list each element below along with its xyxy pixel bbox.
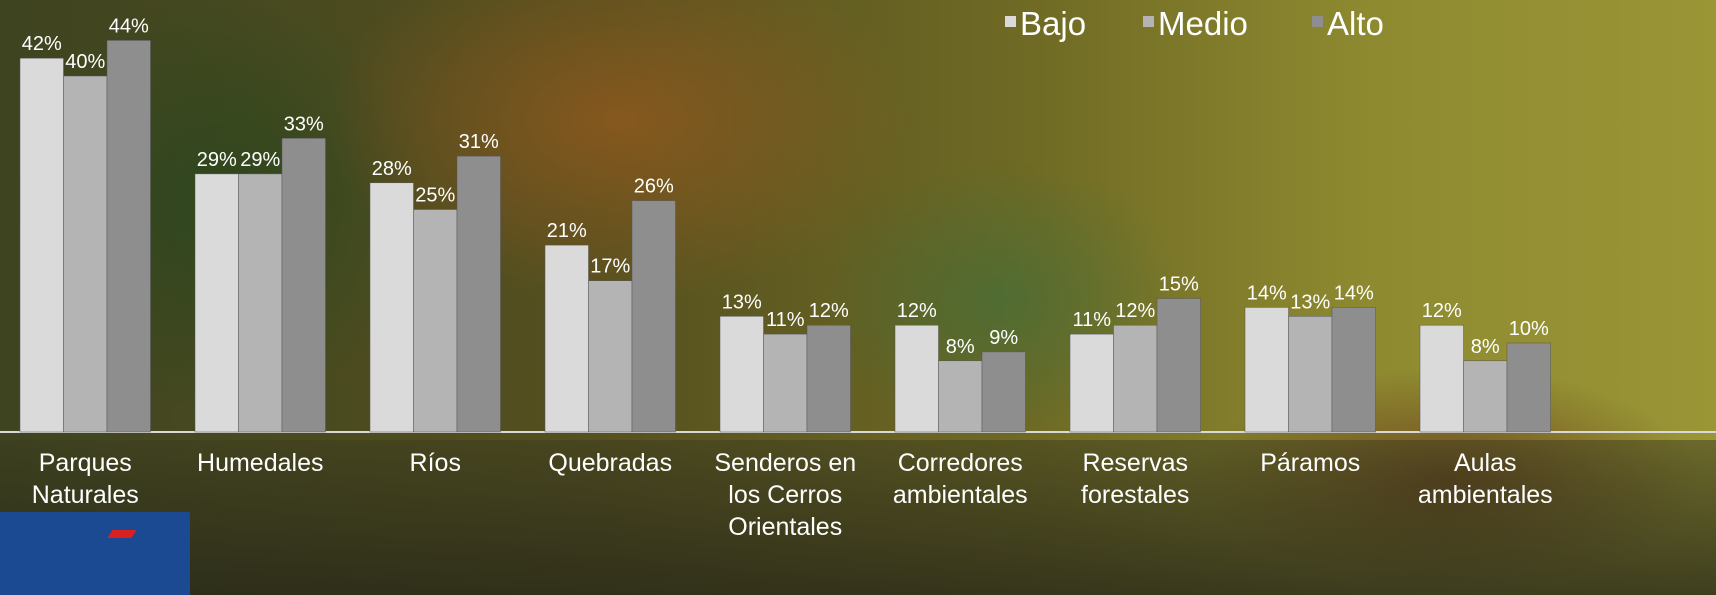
x-tick-label: Reservas forestales bbox=[1081, 449, 1190, 509]
bar bbox=[938, 360, 983, 433]
bar bbox=[1244, 307, 1289, 433]
bar bbox=[456, 155, 501, 433]
bar bbox=[981, 351, 1026, 433]
value-label: 12% bbox=[809, 300, 849, 322]
bar bbox=[1113, 324, 1158, 433]
background-floor bbox=[0, 440, 1716, 595]
value-label: 29% bbox=[197, 149, 237, 171]
bar bbox=[413, 209, 458, 433]
bar bbox=[1331, 307, 1376, 433]
bar bbox=[194, 173, 239, 433]
bar bbox=[806, 324, 851, 433]
bar bbox=[63, 75, 108, 433]
value-label: 13% bbox=[722, 291, 762, 313]
bar bbox=[1069, 333, 1114, 433]
value-label: 8% bbox=[1471, 336, 1500, 358]
x-tick-label: Parques Naturales bbox=[31, 449, 139, 509]
value-label: 21% bbox=[547, 220, 587, 242]
bar bbox=[1156, 298, 1201, 433]
legend-swatch bbox=[1312, 16, 1323, 27]
x-tick-label: Páramos bbox=[1260, 449, 1361, 477]
value-label: 33% bbox=[284, 113, 324, 135]
value-label: 13% bbox=[1290, 291, 1330, 313]
value-label: 28% bbox=[372, 158, 412, 180]
bar bbox=[719, 316, 764, 433]
x-tick-label: Senderos en los Cerros Orientales bbox=[714, 449, 857, 541]
value-label: 11% bbox=[1072, 309, 1111, 331]
x-tick-label: Humedales bbox=[197, 449, 324, 477]
bar bbox=[588, 280, 633, 433]
legend-swatch bbox=[1143, 16, 1154, 27]
bar bbox=[763, 333, 808, 433]
x-tick-label: Quebradas bbox=[548, 449, 673, 477]
bar bbox=[19, 57, 64, 433]
bar bbox=[894, 324, 939, 433]
value-label: 29% bbox=[240, 149, 280, 171]
bar bbox=[1506, 342, 1551, 433]
value-label: 9% bbox=[989, 327, 1018, 349]
value-label: 40% bbox=[65, 51, 105, 73]
value-label: 14% bbox=[1247, 282, 1287, 304]
value-label: 42% bbox=[22, 33, 62, 55]
value-label: 25% bbox=[415, 185, 455, 207]
legend-label: Bajo bbox=[1020, 5, 1086, 42]
legend-label: Alto bbox=[1327, 5, 1384, 42]
x-tick-label: Corredores ambientales bbox=[892, 449, 1028, 509]
x-tick-label: Aulas ambientales bbox=[1417, 449, 1553, 509]
x-tick-label: Ríos bbox=[409, 449, 461, 477]
value-label: 10% bbox=[1509, 318, 1549, 340]
legend-label: Medio bbox=[1158, 5, 1248, 42]
value-label: 31% bbox=[459, 131, 499, 153]
legend-swatch bbox=[1005, 16, 1016, 27]
value-label: 12% bbox=[1115, 300, 1155, 322]
bar bbox=[1288, 316, 1333, 433]
value-label: 12% bbox=[1422, 300, 1462, 322]
bar bbox=[1419, 324, 1464, 433]
value-label: 11% bbox=[766, 309, 805, 331]
logo-box bbox=[0, 512, 190, 595]
value-label: 44% bbox=[109, 15, 149, 37]
value-label: 12% bbox=[897, 300, 937, 322]
bar bbox=[369, 182, 414, 433]
bar bbox=[238, 173, 283, 433]
bar bbox=[281, 138, 326, 433]
bar bbox=[544, 244, 589, 433]
value-label: 15% bbox=[1159, 274, 1199, 296]
value-label: 26% bbox=[634, 176, 674, 198]
bar bbox=[1463, 360, 1508, 433]
value-label: 8% bbox=[946, 336, 975, 358]
value-label: 14% bbox=[1334, 282, 1374, 304]
bar bbox=[106, 40, 151, 433]
value-label: 17% bbox=[590, 256, 630, 278]
bar bbox=[631, 200, 676, 433]
